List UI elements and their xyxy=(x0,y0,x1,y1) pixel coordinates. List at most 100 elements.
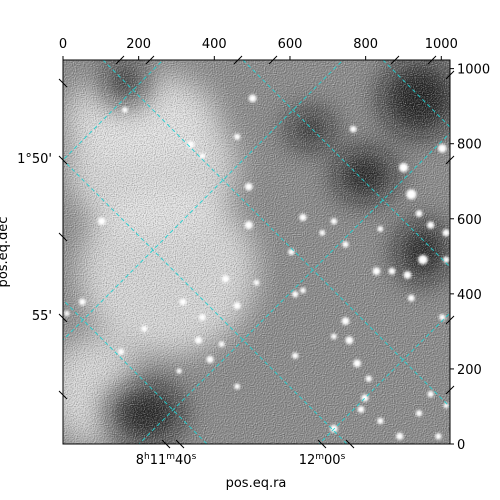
x-pixel-tick-label: 400 xyxy=(202,37,227,52)
world-tick xyxy=(445,155,455,165)
star-source xyxy=(407,294,415,302)
y-pixel-tick-label: 400 xyxy=(457,288,482,303)
world-axis-ticks xyxy=(58,55,455,449)
star-source xyxy=(244,220,253,230)
world-tick xyxy=(115,55,125,65)
star-source xyxy=(253,279,260,286)
star-source xyxy=(415,410,423,417)
star-source xyxy=(426,221,435,229)
world-tick xyxy=(58,390,68,400)
star-source xyxy=(292,291,299,298)
star-source xyxy=(341,317,350,326)
ra-grid-line xyxy=(382,60,450,128)
star-source xyxy=(342,241,349,248)
star-source xyxy=(442,229,450,237)
star-source xyxy=(349,125,357,133)
dec-grid-line xyxy=(318,312,450,444)
world-tick xyxy=(445,70,455,80)
coordinate-grid xyxy=(63,60,450,444)
star-source xyxy=(299,213,307,222)
star-source xyxy=(179,298,187,306)
world-tick xyxy=(233,55,243,65)
world-tick xyxy=(58,155,68,165)
world-tick xyxy=(145,55,155,65)
plot-frame xyxy=(62,59,451,445)
star-source xyxy=(330,333,337,340)
star-source xyxy=(377,417,384,425)
star-source xyxy=(365,375,372,382)
star-source xyxy=(437,143,447,153)
star-source xyxy=(443,402,449,409)
world-tick xyxy=(427,55,437,65)
star-source xyxy=(372,267,381,276)
world-tick xyxy=(317,439,327,449)
star-source xyxy=(221,275,230,283)
ra-tick-label: 8h11m40s xyxy=(136,452,197,468)
world-tick xyxy=(345,439,355,449)
star-source xyxy=(78,298,86,306)
star-source xyxy=(292,352,299,359)
dec-grid-line xyxy=(63,60,344,341)
star-source xyxy=(121,106,128,113)
world-tick xyxy=(390,55,400,65)
star-source xyxy=(97,217,106,226)
dec-grid-line xyxy=(138,132,450,444)
world-tick xyxy=(445,315,455,325)
star-source xyxy=(244,182,253,191)
ra-tick-label: 12m00s xyxy=(299,452,346,468)
star-source xyxy=(141,325,148,332)
y-pixel-tick-label: 800 xyxy=(457,138,482,153)
star-source xyxy=(345,336,354,345)
world-tick xyxy=(445,385,455,395)
x-pixel-tick-label: 0 xyxy=(59,37,67,52)
world-tick xyxy=(268,55,278,65)
star-source xyxy=(288,248,295,256)
star-source xyxy=(377,226,384,232)
world-tick xyxy=(58,232,68,242)
star-source xyxy=(406,189,417,200)
x-pixel-tick-label: 1000 xyxy=(425,37,458,52)
star-source xyxy=(64,310,70,317)
star-source xyxy=(233,133,241,140)
image-plane xyxy=(63,60,450,444)
y-pixel-tick-label: 200 xyxy=(457,363,482,378)
y-pixel-tick-label: 1000 xyxy=(457,63,490,78)
star-source xyxy=(199,153,206,159)
star-source xyxy=(330,218,338,225)
star-source xyxy=(418,254,428,265)
world-tick xyxy=(175,439,185,449)
star-source xyxy=(194,336,203,344)
ra-grid-line xyxy=(242,60,450,268)
world-tick xyxy=(58,313,68,323)
star-source xyxy=(427,390,434,398)
star-source xyxy=(206,355,214,364)
star-source xyxy=(415,210,423,218)
star-source xyxy=(403,271,412,279)
ra-grid-line xyxy=(63,159,348,444)
ra-grid-line xyxy=(102,60,450,408)
star-source xyxy=(435,433,442,440)
star-source xyxy=(117,348,125,356)
dec-tick-label: 1°50' xyxy=(17,152,52,167)
star-source xyxy=(357,406,365,413)
star-source xyxy=(442,256,450,263)
y-pixel-tick-label: 600 xyxy=(457,213,482,228)
star-source xyxy=(234,383,241,390)
star-source xyxy=(218,341,225,348)
x-pixel-tick-label: 200 xyxy=(126,37,151,52)
star-source xyxy=(388,267,396,275)
star-source xyxy=(398,162,409,173)
star-source xyxy=(439,314,446,321)
x-pixel-tick-label: 800 xyxy=(353,37,378,52)
pixel-axis-ticks: 0 200 400 600 800 1000 0 200 400 600 800 1000 xyxy=(59,37,490,453)
dec-tick-label: 55' xyxy=(32,309,52,324)
star-source xyxy=(198,313,206,321)
y-pixel-tick-label: 0 xyxy=(457,438,465,453)
world-tick xyxy=(161,439,171,449)
x-axis-title: pos.eq.ra xyxy=(226,476,287,491)
point-sources xyxy=(64,94,450,440)
star-source xyxy=(248,94,257,103)
star-source xyxy=(396,432,404,440)
star-source xyxy=(353,359,362,368)
